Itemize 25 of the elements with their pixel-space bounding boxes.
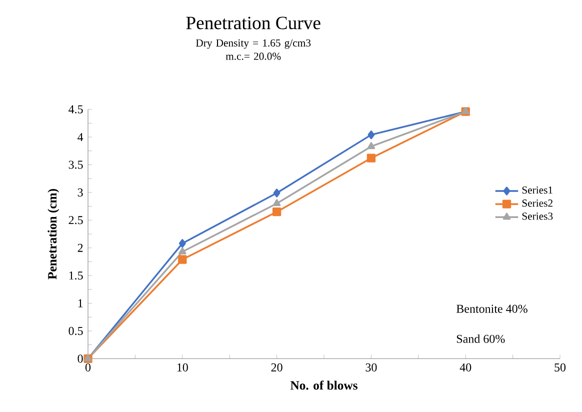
- annotation: Bentonite 40%: [456, 304, 528, 313]
- x-tick-label: 10: [177, 363, 188, 372]
- annotation: Sand 60%: [456, 334, 505, 343]
- chart-title: Penetration Curve: [186, 16, 320, 30]
- y-tick-label: 1: [78, 299, 83, 308]
- y-tick-label: 0: [78, 354, 83, 363]
- legend-label: Series3: [522, 212, 553, 220]
- y-tick-label: 2: [78, 244, 83, 252]
- x-tick-label: 0: [85, 363, 91, 372]
- x-tick-label: 20: [271, 363, 282, 372]
- x-tick-label: 40: [460, 363, 472, 372]
- y-tick-label: 3: [78, 188, 83, 196]
- x-tick-label: 30: [366, 363, 377, 372]
- y-tick-label: 1.5: [69, 272, 83, 280]
- legend-label: Series2: [522, 200, 552, 207]
- legend-label: Series1: [522, 186, 552, 194]
- y-axis-title: Penetration (cm): [48, 189, 60, 280]
- y-tick-label: 4.5: [68, 105, 83, 114]
- y-tick-label: 2.5: [68, 216, 83, 224]
- y-tick-label: 0.5: [68, 326, 83, 336]
- x-tick-label: 50: [554, 363, 566, 372]
- y-tick-label: 3.5: [68, 160, 83, 169]
- chart-subtitle: Dry Density = 1.65 g/cm3 m.c.= 20.0%: [196, 39, 311, 60]
- y-tick-label: 4: [78, 133, 84, 141]
- x-axis-title: No. of blows: [290, 380, 358, 390]
